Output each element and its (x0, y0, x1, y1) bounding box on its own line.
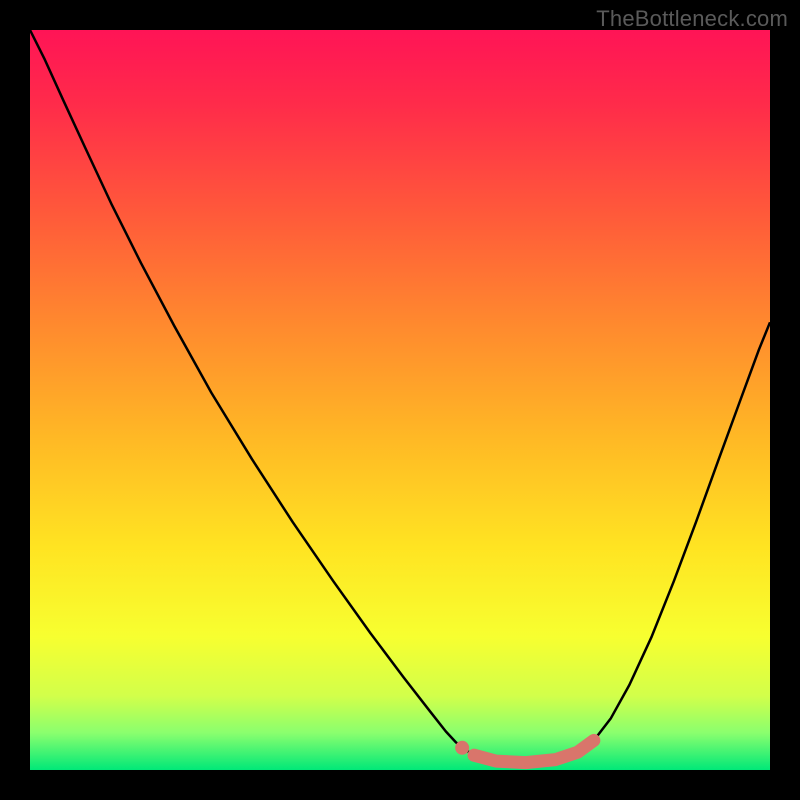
chart-background (30, 30, 770, 770)
chart-svg (30, 30, 770, 770)
bottleneck-chart (30, 30, 770, 770)
watermark-text: TheBottleneck.com (596, 6, 788, 32)
optimal-range-start-dot (455, 741, 469, 755)
